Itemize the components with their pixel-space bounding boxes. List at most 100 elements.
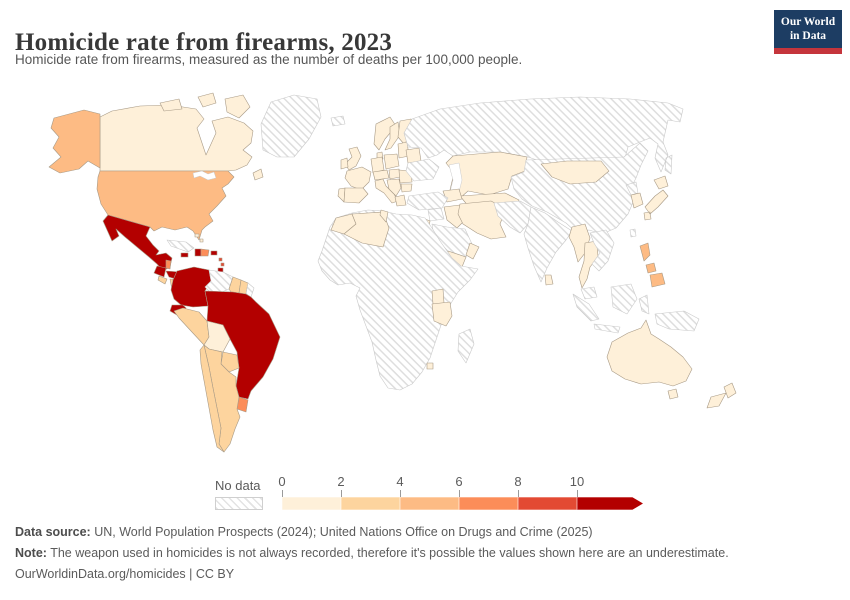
country-greenland[interactable] [260,94,322,158]
country-belize[interactable] [165,259,172,270]
country-canada-islands[interactable] [159,92,251,119]
country-lesser-antilles[interactable] [218,257,225,267]
country-syria[interactable] [427,207,445,222]
legend-bin-4-6[interactable] [400,497,459,510]
country-colombia[interactable] [170,266,212,308]
owid-logo[interactable]: Our World in Data [774,10,842,54]
country-greece[interactable] [394,194,407,207]
legend-tick-label-0: 0 [278,474,286,489]
country-united-states[interactable] [96,170,235,241]
legend-bar-wrap: 0 2 4 6 8 10 [278,474,654,510]
legend-tick-mark [459,490,460,497]
owid-logo-line2: in Data [789,30,827,43]
country-russia[interactable] [403,96,684,175]
legend-tick-label-8: 8 [514,474,522,489]
country-australia[interactable] [606,319,693,387]
footer-source-label: Data source: [15,525,91,539]
country-taiwan[interactable] [629,228,637,238]
country-peru[interactable] [173,307,210,346]
country-tanzania[interactable] [431,301,453,327]
country-france[interactable] [344,166,372,191]
great-lakes [192,170,217,181]
country-chile[interactable] [199,344,225,453]
country-india[interactable] [523,206,573,283]
legend-bar [282,497,643,510]
legend-bin-8-10[interactable] [518,497,577,510]
country-tasmania[interactable] [667,388,679,400]
country-africa-base[interactable] [317,209,479,391]
country-uganda[interactable] [431,288,445,305]
page-title: Homicide rate from firearms, 2023 [15,28,393,56]
legend-tick-mark [282,490,283,497]
country-western-balkans[interactable] [386,178,402,197]
country-dominican-republic[interactable] [200,248,210,257]
legend-tick-mark [518,490,519,497]
country-mongolia[interactable] [540,160,610,185]
footer-link-line[interactable]: OurWorldinData.org/homicides | CC BY [15,564,729,585]
country-bulgaria[interactable] [400,183,413,193]
page-subtitle: Homicide rate from firearms, measured as… [15,52,523,67]
country-germany[interactable] [370,156,385,174]
country-united-kingdom[interactable] [344,146,362,171]
country-norway[interactable] [373,116,397,151]
country-jamaica[interactable] [180,252,189,258]
legend-no-data[interactable]: No data [215,478,263,510]
country-bahamas[interactable] [194,233,204,243]
legend-no-data-label: No data [215,478,261,493]
footer-source-text: UN, World Population Prospects (2024); U… [90,525,593,539]
country-afghanistan-pakistan[interactable] [493,200,532,234]
country-iceland[interactable] [330,115,346,127]
legend-tick-label-6: 6 [455,474,463,489]
country-north-korea[interactable] [625,181,639,196]
legend-tick-mark [341,490,342,497]
country-lesotho[interactable] [426,362,434,370]
country-new-zealand[interactable] [706,382,737,409]
country-indonesia[interactable] [572,283,650,342]
country-japan[interactable] [643,175,669,221]
country-papua-new-guinea[interactable] [654,310,700,332]
owid-logo-box: Our World in Data [774,10,842,48]
country-el-salvador[interactable] [157,275,168,285]
legend-tick-mark [400,490,401,497]
country-south-korea[interactable] [630,192,644,209]
legend-tick-label-2: 2 [337,474,345,489]
country-cuba[interactable] [166,239,195,253]
country-canada[interactable] [99,104,254,172]
country-philippines[interactable] [639,242,666,288]
map-legend: No data 0 2 4 6 8 10 [215,474,654,510]
country-puerto-rico[interactable] [210,250,218,256]
country-austria-czechia[interactable] [372,169,390,181]
country-turkey[interactable] [406,191,449,211]
footer-link-text[interactable]: OurWorldinData.org/homicides | CC BY [15,567,235,581]
country-hungary-slovakia[interactable] [388,168,401,180]
country-malaysia[interactable] [580,286,598,300]
legend-bin-2-4[interactable] [341,497,400,510]
footer-note-text: The weapon used in homicides is not alwa… [46,546,729,560]
legend-bin-0-2[interactable] [282,497,341,510]
legend-no-data-swatch[interactable] [215,497,263,510]
country-ireland[interactable] [340,157,349,170]
footer-source-line: Data source: UN, World Population Prospe… [15,522,729,543]
footer-note-label: Note: [15,546,47,560]
legend-bin-6-8[interactable] [459,497,518,510]
legend-ticks: 0 2 4 6 8 10 [278,474,654,497]
country-sweden[interactable] [384,121,401,151]
country-sri-lanka[interactable] [544,274,554,286]
country-guatemala[interactable] [153,265,167,278]
legend-tick-label-10: 10 [569,474,585,489]
country-oman[interactable] [465,242,480,260]
country-newfoundland[interactable] [252,168,264,181]
country-spain[interactable] [343,187,369,204]
country-tunisia[interactable] [379,209,389,223]
country-indochina[interactable] [589,229,615,272]
country-haiti[interactable] [194,248,202,257]
country-ukraine[interactable] [405,158,440,182]
legend-tick-label-4: 4 [396,474,404,489]
country-poland[interactable] [383,153,400,170]
country-alaska[interactable] [48,109,101,174]
legend-bin-10+[interactable] [577,497,643,510]
country-madagascar[interactable] [457,328,475,364]
owid-logo-line1: Our World [780,16,836,28]
